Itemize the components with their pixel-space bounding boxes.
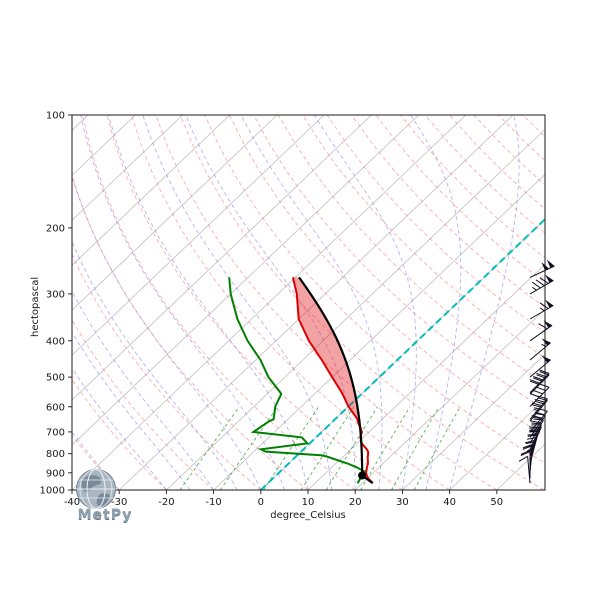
- svg-text:20: 20: [349, 497, 362, 508]
- svg-text:-40: -40: [64, 497, 80, 508]
- svg-text:100: 100: [46, 111, 65, 122]
- y-axis-label: hectopascal: [30, 276, 41, 337]
- svg-text:-20: -20: [158, 497, 174, 508]
- svg-text:50: 50: [490, 497, 503, 508]
- svg-text:-30: -30: [111, 497, 127, 508]
- svg-text:600: 600: [46, 402, 65, 413]
- svg-text:900: 900: [46, 468, 65, 479]
- svg-text:0: 0: [258, 497, 264, 508]
- svg-text:400: 400: [46, 336, 65, 347]
- svg-text:10: 10: [302, 497, 315, 508]
- svg-text:-10: -10: [205, 497, 221, 508]
- svg-text:500: 500: [46, 373, 65, 384]
- svg-text:700: 700: [46, 427, 65, 438]
- metpy-globe-icon: [76, 468, 116, 510]
- svg-text:800: 800: [46, 449, 65, 460]
- svg-text:300: 300: [46, 289, 65, 300]
- metpy-logo-text: MetPy: [77, 507, 133, 523]
- svg-text:30: 30: [396, 497, 409, 508]
- svg-text:200: 200: [46, 223, 65, 234]
- svg-text:40: 40: [443, 497, 456, 508]
- x-axis-label: degree_Celsius: [270, 510, 346, 521]
- svg-text:1000: 1000: [40, 486, 65, 497]
